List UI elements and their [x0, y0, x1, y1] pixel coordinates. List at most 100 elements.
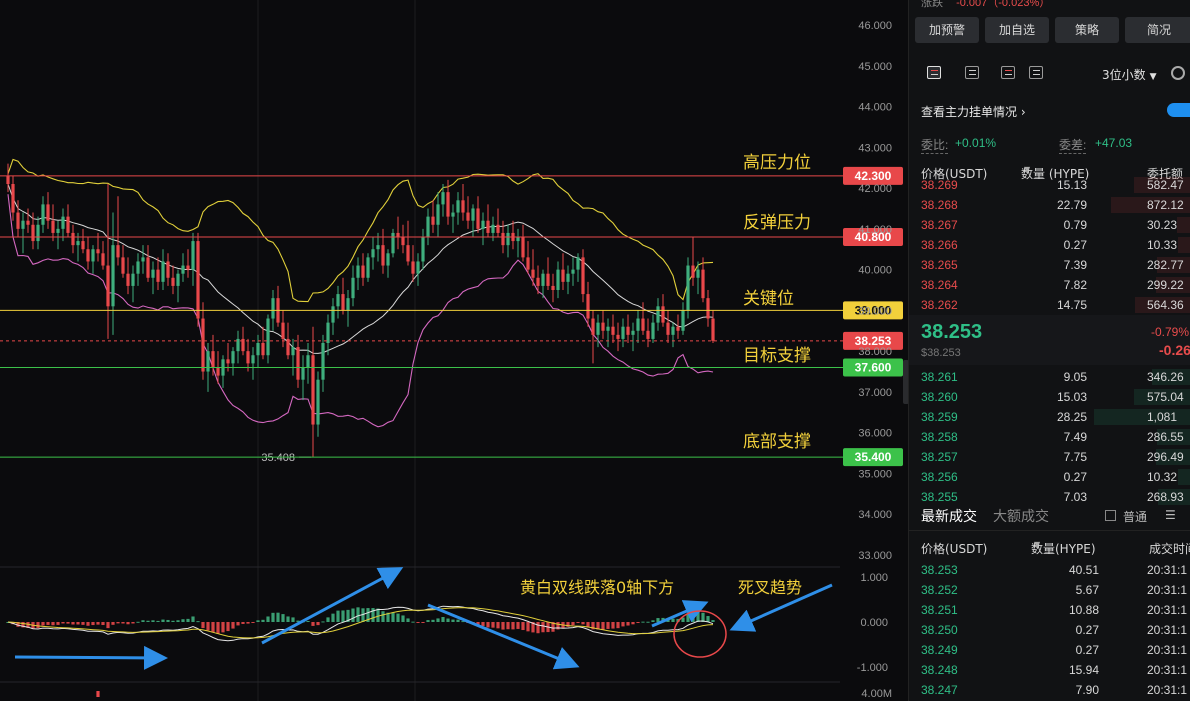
- trade-qty: 15.94: [1068, 663, 1099, 677]
- action-buttons: 加预警 加自选 策略 简况: [915, 17, 1190, 43]
- candle: [456, 200, 460, 213]
- macd-histogram-bar: [616, 622, 620, 629]
- ask-row[interactable]: 38.264 7.82 299.22: [909, 275, 1190, 295]
- bid-row[interactable]: 38.256 0.27 10.32: [909, 467, 1190, 487]
- ask-price: 38.267: [921, 218, 958, 232]
- trade-row[interactable]: 38.248 15.94 20:31:1: [909, 660, 1190, 680]
- price-tick-label: 35.000: [858, 468, 892, 480]
- trade-row[interactable]: 38.250 0.27 20:31:1: [909, 620, 1190, 640]
- bid-row[interactable]: 38.261 9.05 346.26: [909, 367, 1190, 387]
- ask-row[interactable]: 38.262 14.75 564.36: [909, 295, 1190, 315]
- panel-collapse-handle[interactable]: [903, 360, 909, 404]
- tab-latest-trades[interactable]: 最新成交: [921, 509, 977, 525]
- trade-row[interactable]: 38.251 10.88 20:31:1: [909, 600, 1190, 620]
- trade-row[interactable]: 38.247 7.90 20:31:1: [909, 680, 1190, 700]
- bid-row[interactable]: 38.260 15.03 575.04: [909, 387, 1190, 407]
- chart-area[interactable]: 35.408 42.300 40.800 39.000 38.253 37.600 35.…: [0, 0, 907, 701]
- top-strip-value: -0.007（-0.023%）: [956, 0, 1051, 9]
- ask-row[interactable]: 38.268 22.79 872.12: [909, 195, 1190, 215]
- book-depth-icon[interactable]: [1029, 66, 1043, 79]
- bid-row[interactable]: 38.258 7.49 286.55: [909, 427, 1190, 447]
- main-orders-link[interactable]: 查看主力挂单情况 ›: [921, 103, 1026, 120]
- candle: [701, 269, 705, 299]
- price-tick-label: 46.000: [858, 20, 892, 32]
- normal-checkbox[interactable]: [1105, 510, 1116, 521]
- ask-qty: 7.82: [1063, 278, 1087, 292]
- main-orders-toggle[interactable]: [1167, 103, 1190, 117]
- trade-qty: 40.51: [1068, 563, 1099, 577]
- candle: [381, 245, 385, 266]
- trades-header-price: 价格(USDT): [921, 542, 988, 556]
- macd-histogram-bar: [71, 622, 75, 625]
- macd-histogram-bar: [421, 622, 425, 623]
- candle: [666, 322, 670, 335]
- candle: [251, 355, 255, 364]
- bid-amount: 286.55: [1147, 430, 1184, 444]
- filter-icon[interactable]: ☰: [1165, 508, 1176, 522]
- top-strip-label: 涨跌: [921, 0, 943, 9]
- ask-amount: 30.23: [1147, 218, 1178, 232]
- bid-row[interactable]: 38.259 28.25 1,081: [909, 407, 1190, 427]
- candle: [526, 257, 530, 270]
- candle: [386, 253, 390, 266]
- macd-histogram-bar: [96, 622, 100, 625]
- trade-price: 38.248: [921, 663, 958, 677]
- trade-row[interactable]: 38.252 5.67 20:31:1: [909, 580, 1190, 600]
- ask-row[interactable]: 38.269 15.13 582.47: [909, 175, 1190, 195]
- add-alert-button[interactable]: 加预警: [915, 17, 979, 43]
- macd-histogram-bar: [266, 616, 270, 622]
- macd-histogram-bar: [246, 622, 250, 624]
- candle: [416, 261, 420, 274]
- ask-row[interactable]: 38.267 0.79 30.23: [909, 215, 1190, 235]
- candle: [561, 269, 565, 282]
- bid-depth-bar: [1133, 389, 1190, 405]
- trades-header-time: 成交时间: [1149, 542, 1190, 556]
- ask-amount: 564.36: [1147, 298, 1184, 312]
- candle: [246, 351, 250, 364]
- gear-icon[interactable]: [1171, 66, 1185, 80]
- trade-row[interactable]: 38.253 40.51 20:31:1: [909, 560, 1190, 580]
- bid-row[interactable]: 38.255 7.03 268.93: [909, 487, 1190, 507]
- ask-row[interactable]: 38.265 7.39 282.77: [909, 255, 1190, 275]
- price-tick-label: 44.000: [858, 102, 892, 114]
- macd-histogram-bar: [671, 618, 675, 622]
- macd-histogram-bar: [646, 621, 650, 623]
- candle: [581, 257, 585, 295]
- price-chart[interactable]: 35.408 42.300 40.800 39.000 38.253 37.600 35.…: [0, 0, 907, 701]
- trade-row[interactable]: 38.249 0.27 20:31:1: [909, 640, 1190, 660]
- bid-row[interactable]: 38.257 7.75 296.49: [909, 447, 1190, 467]
- price-tick-label: 43.000: [858, 142, 892, 154]
- price-tick-label: 36.000: [858, 428, 892, 440]
- candle: [286, 338, 290, 356]
- book-asks-icon[interactable]: [1001, 66, 1015, 79]
- bid-qty: 7.49: [1063, 430, 1087, 444]
- macd-histogram-bar: [691, 611, 695, 622]
- candle: [626, 326, 630, 335]
- book-both-icon[interactable]: [927, 66, 941, 79]
- bid-qty: 15.03: [1056, 390, 1087, 404]
- candle: [136, 261, 140, 274]
- tab-large-trades[interactable]: 大额成交: [993, 509, 1049, 525]
- death-cross-annotation: 死叉趋势: [738, 578, 803, 597]
- candle: [161, 261, 165, 282]
- macd-histogram-bar: [51, 622, 55, 626]
- add-watchlist-button[interactable]: 加自选: [985, 17, 1049, 43]
- candle: [426, 216, 430, 237]
- candle: [321, 343, 325, 380]
- candle: [546, 273, 550, 286]
- book-bids-icon[interactable]: [965, 66, 979, 79]
- decimals-select[interactable]: 3位小数 ▼: [1102, 66, 1157, 83]
- strategy-button[interactable]: 策略: [1055, 17, 1119, 43]
- ask-row[interactable]: 38.266 0.27 10.33: [909, 235, 1190, 255]
- overview-button[interactable]: 简况: [1125, 17, 1190, 43]
- trade-price: 38.252: [921, 583, 958, 597]
- macd-histogram-bar: [41, 622, 45, 626]
- candle: [271, 298, 275, 319]
- macd-histogram-bar: [481, 622, 485, 627]
- trade-time: 20:31:1: [1147, 663, 1188, 677]
- bid-qty: 7.03: [1063, 490, 1087, 504]
- candle: [531, 269, 535, 278]
- trade-qty: 10.88: [1068, 603, 1099, 617]
- price-tick-label: 34.000: [858, 509, 892, 521]
- candle: [536, 277, 540, 286]
